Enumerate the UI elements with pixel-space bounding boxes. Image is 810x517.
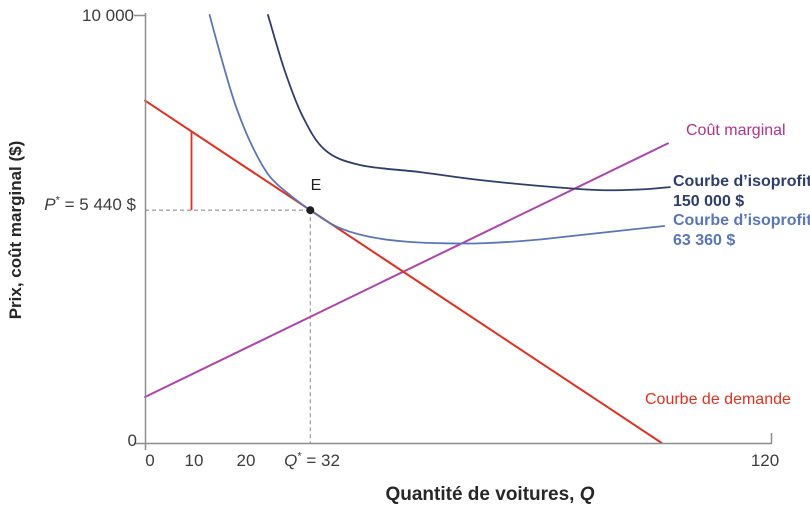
- pstar-var: P: [44, 195, 56, 214]
- x-tick-10: 10: [184, 451, 204, 470]
- qstar-sup: *: [297, 450, 302, 463]
- axes: [134, 13, 773, 450]
- qstar-var: Q: [284, 451, 298, 470]
- x-axis-title: Quantité de voitures, Q: [320, 484, 660, 506]
- demand-curve: [144, 99, 663, 444]
- marginal-cost-line: [144, 142, 669, 398]
- isoprofit-63360-curve: [208, 14, 666, 245]
- marginal-cost-label: Coût marginal: [686, 122, 786, 139]
- y-tick-10000: 10 000: [82, 6, 134, 25]
- x-tick-120: 120: [750, 451, 780, 470]
- isoprofit-150000-label-line2: 150 000 $: [673, 192, 745, 210]
- isoprofit-63360-label-line2: 63 360 $: [673, 231, 736, 249]
- x-tick-20: 20: [236, 451, 256, 470]
- pstar-sup: *: [55, 194, 60, 207]
- qstar-label: Q* = 32: [262, 451, 362, 471]
- isoprofit-63360-label-line1: Courbe d’isoprofit :: [673, 212, 810, 229]
- isoprofit-63360-label: Courbe d’isoprofit : 63 360 $: [673, 211, 810, 250]
- x-tick-0: 0: [145, 451, 155, 470]
- y-axis-title: Prix, coût marginal ($): [6, 140, 25, 320]
- x-axis-title-text: Quantité de voitures,: [385, 484, 580, 505]
- y-tick-0: 0: [127, 431, 137, 450]
- demand-curve-label: Courbe de demande: [645, 391, 791, 408]
- pstar-rest: = 5 440 $: [59, 195, 136, 214]
- point-E-label: E: [310, 177, 322, 194]
- qstar-rest: = 32: [301, 451, 340, 470]
- x-axis-title-var: Q: [579, 484, 595, 505]
- point-E-marker: [306, 206, 315, 215]
- pstar-label: P* = 5 440 $: [36, 195, 136, 215]
- isoprofit-150000-label-line1: Courbe d’isoprofit :: [673, 173, 810, 190]
- isoprofit-150000-label: Courbe d’isoprofit : 150 000 $: [673, 172, 810, 211]
- isoprofit-150000-curve: [267, 14, 671, 192]
